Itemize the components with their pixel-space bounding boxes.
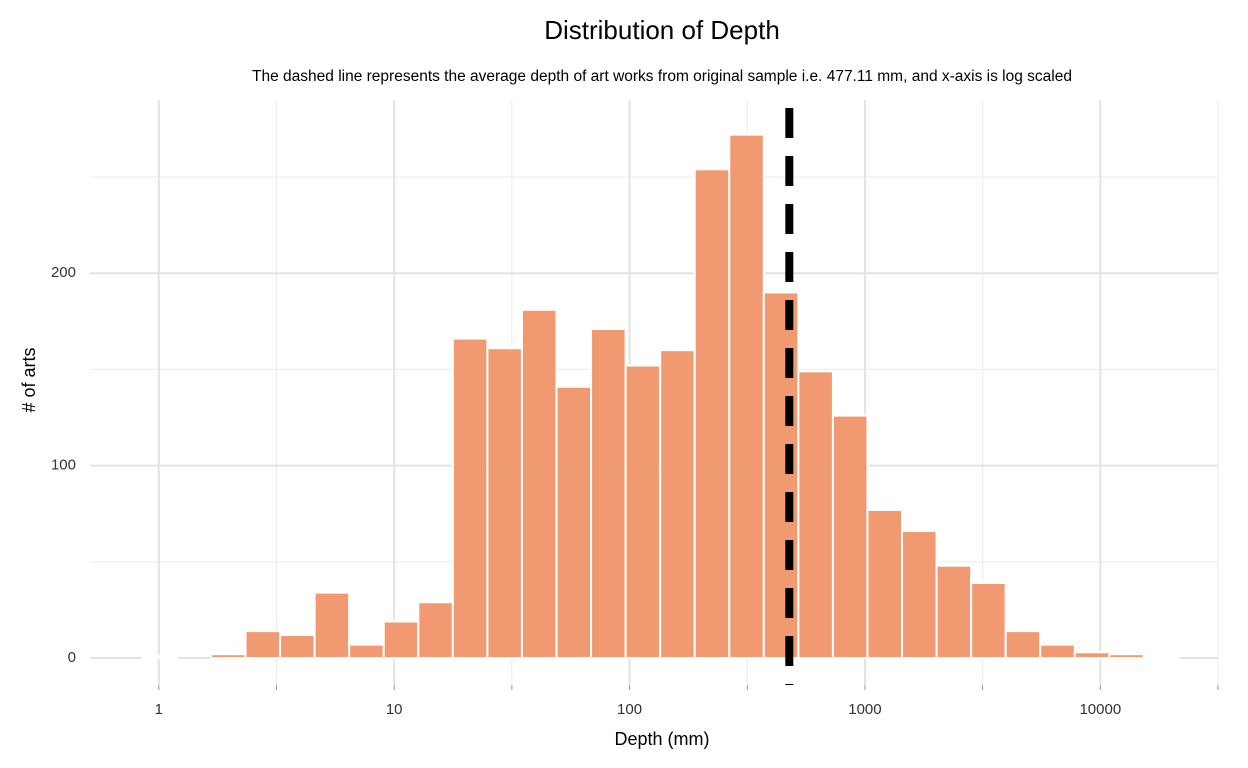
- bar: [451, 337, 489, 660]
- chart-title: Distribution of Depth: [544, 15, 780, 45]
- bar: [244, 630, 282, 660]
- bar: [209, 653, 247, 660]
- y-tick-label: 200: [51, 264, 76, 281]
- bar: [866, 508, 904, 660]
- bar: [970, 582, 1007, 660]
- y-axis-label: # of arts: [19, 347, 39, 412]
- bar: [1039, 643, 1076, 660]
- bar: [797, 370, 834, 660]
- bar: [313, 591, 351, 660]
- y-tick-label: 100: [51, 457, 76, 474]
- bar: [1108, 653, 1145, 660]
- bar: [659, 349, 696, 660]
- x-tick-label: 10000: [1079, 701, 1121, 718]
- bar: [1004, 630, 1042, 660]
- bar: [417, 601, 454, 660]
- bar: [279, 633, 316, 660]
- x-axis-label: Depth (mm): [614, 729, 709, 749]
- bar: [935, 564, 973, 660]
- bar: [1142, 655, 1180, 660]
- bar: [382, 620, 420, 660]
- chart-subtitle: The dashed line represents the average d…: [252, 68, 1072, 85]
- bar: [693, 168, 731, 660]
- bar: [728, 133, 765, 660]
- bar: [831, 414, 869, 660]
- x-tick-label: 100: [617, 701, 642, 718]
- bar: [590, 327, 627, 660]
- bar: [901, 530, 938, 660]
- bar: [624, 364, 662, 660]
- x-tick-label: 1: [155, 701, 163, 718]
- bar: [555, 385, 593, 660]
- x-tick-label: 10: [386, 701, 403, 718]
- bar: [140, 655, 178, 660]
- bar: [1073, 651, 1111, 660]
- bar: [486, 347, 523, 660]
- bar: [348, 643, 385, 660]
- y-tick-label: 0: [68, 649, 76, 666]
- x-tick-label: 1000: [848, 701, 881, 718]
- bar: [520, 308, 558, 660]
